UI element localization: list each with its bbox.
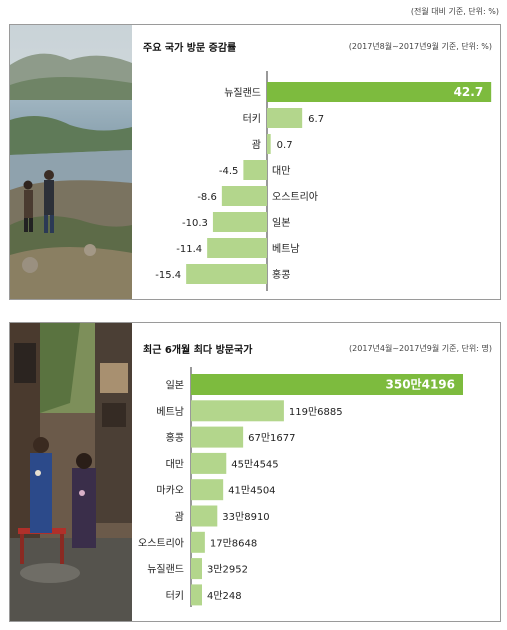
category-label: 대만 (166, 458, 184, 470)
lakeside-travelers-photo (10, 25, 132, 299)
value-label: 350만4196 (386, 377, 456, 392)
value-label: 33만8910 (222, 511, 269, 523)
category-label: 오스트리아 (138, 537, 184, 549)
bar-2 (191, 426, 244, 448)
top-visited-bar-chart: 일본 350만4196 베트남 119만6885 홍콩 67만1677 대만 45만4545 마… (138, 367, 463, 607)
growth-rate-panel: 주요 국가 방문 증감률 (2017년8월~2017년9월 기준, 단위: %)… (9, 24, 501, 300)
value-label: 42.7 (454, 85, 484, 99)
value-label: -11.4 (176, 244, 202, 255)
bar-5 (191, 505, 218, 527)
bar-5 (212, 212, 267, 232)
category-label: 대만 (272, 165, 290, 177)
bar-1 (191, 400, 284, 422)
category-label: 베트남 (156, 406, 184, 418)
growth-chart-title: 주요 국가 방문 증감률 (143, 43, 237, 54)
bar-6 (191, 531, 205, 553)
bar-0 (191, 374, 463, 395)
value-label: 6.7 (308, 114, 324, 125)
top-visited-panel: 최근 6개월 최다 방문국가 (2017년4월~2017년9월 기준, 단위: … (9, 322, 501, 622)
top-visited-chart-title: 최근 6개월 최다 방문국가 (143, 345, 253, 356)
value-label: 17만8648 (210, 537, 257, 549)
page-unit-note: (전월 대비 기준, 단위: %) (410, 7, 499, 16)
value-label: 4만248 (207, 590, 242, 602)
value-label: -10.3 (182, 218, 208, 229)
value-label: 67만1677 (248, 432, 295, 444)
bar-7 (186, 264, 267, 284)
bar-3 (243, 160, 267, 180)
category-label: 일본 (166, 380, 184, 392)
growth-chart-note: (2017년8월~2017년9월 기준, 단위: %) (348, 42, 492, 51)
category-label: 괌 (175, 511, 184, 523)
bar-0 (267, 82, 492, 102)
category-label: 일본 (272, 217, 290, 229)
value-label: 0.7 (277, 140, 293, 151)
value-label: 41만4504 (228, 485, 275, 497)
value-label: 45만4545 (231, 458, 278, 470)
bar-3 (191, 452, 227, 474)
bar-2 (267, 134, 271, 154)
category-label: 홍콩 (272, 268, 290, 281)
bar-8 (191, 584, 202, 606)
value-label: -15.4 (155, 270, 181, 281)
bar-4 (221, 186, 267, 206)
category-label: 오스트리아 (272, 191, 318, 203)
bar-4 (191, 479, 224, 501)
category-label: 괌 (252, 139, 261, 151)
growth-rate-bar-chart: 뉴질랜드 42.7 터키 6.7 괌 0.7 대만 -4.5 오스트리아 -8.6 일본 -10.3 베… (155, 71, 492, 291)
category-label: 베트남 (272, 243, 300, 255)
value-label: -8.6 (197, 192, 217, 203)
value-label: 119만6885 (289, 406, 343, 418)
category-label: 터키 (166, 590, 184, 602)
yukata-street-photo (10, 323, 132, 621)
category-label: 뉴질랜드 (224, 87, 261, 99)
category-label: 터키 (243, 113, 261, 125)
value-label: -4.5 (219, 166, 239, 177)
bar-7 (191, 558, 202, 580)
top-visited-chart-note: (2017년4월~2017년9월 기준, 단위: 명) (349, 344, 492, 353)
category-label: 홍콩 (166, 431, 184, 444)
category-label: 마카오 (156, 485, 184, 497)
category-label: 뉴질랜드 (147, 564, 184, 576)
value-label: 3만2952 (207, 564, 248, 576)
bar-1 (267, 108, 303, 128)
bar-6 (207, 238, 267, 258)
